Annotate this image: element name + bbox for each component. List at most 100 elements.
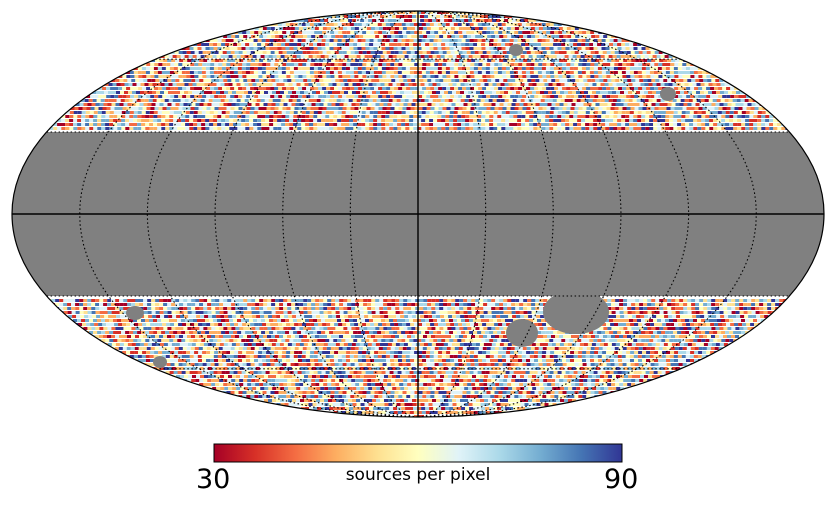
pixel: [291, 103, 298, 106]
pixel: [325, 43, 330, 46]
pixel: [496, 83, 501, 86]
pixel: [609, 47, 614, 50]
pixel: [481, 43, 488, 46]
pixel: [368, 83, 373, 86]
pixel: [286, 31, 293, 34]
pixel: [159, 59, 166, 62]
pixel: [725, 111, 730, 114]
pixel: [542, 87, 547, 90]
pixel: [701, 115, 708, 118]
pixel: [528, 19, 533, 22]
pixel: [357, 47, 364, 50]
pixel: [473, 23, 478, 26]
pixel: [292, 315, 297, 318]
pixel: [545, 119, 550, 122]
pixel: [532, 19, 537, 22]
pixel: [593, 71, 600, 74]
pixel: [269, 67, 276, 70]
pixel: [546, 87, 551, 90]
pixel: [392, 15, 396, 18]
pixel: [143, 311, 148, 314]
pixel: [433, 11, 440, 14]
pixel: [438, 27, 443, 30]
pixel: [244, 83, 249, 86]
pixel: [591, 35, 596, 38]
pixel: [371, 35, 376, 38]
pixel: [343, 59, 350, 62]
pixel: [655, 59, 660, 62]
pixel: [541, 47, 548, 50]
pixel: [676, 99, 681, 102]
pixel: [167, 311, 172, 314]
pixel: [470, 51, 475, 54]
pixel: [233, 43, 238, 46]
pixel: [125, 127, 132, 130]
pixel: [719, 307, 726, 310]
pixel: [289, 111, 296, 114]
pixel: [695, 103, 702, 106]
pixel: [197, 127, 204, 130]
pixel: [185, 119, 192, 122]
pixel: [321, 47, 326, 50]
pixel: [289, 43, 296, 46]
pixel: [726, 107, 731, 110]
pixel: [198, 95, 205, 98]
pixel: [611, 299, 618, 302]
pixel: [561, 123, 566, 126]
pixel: [663, 103, 668, 106]
pixel: [489, 67, 496, 70]
pixel: [684, 99, 689, 102]
pixel: [393, 11, 398, 14]
pixel: [315, 79, 320, 82]
pixel: [97, 119, 104, 122]
pixel: [204, 83, 209, 86]
pixel: [479, 307, 486, 310]
pixel: [679, 59, 684, 62]
pixel: [505, 127, 510, 130]
pixel: [695, 307, 700, 310]
pixel: [283, 35, 288, 38]
pixel: [320, 55, 327, 58]
pixel: [298, 95, 303, 98]
pixel: [452, 83, 459, 86]
pixel: [434, 51, 441, 54]
pixel: [549, 127, 554, 130]
pixel: [632, 315, 637, 318]
pixel: [319, 307, 324, 310]
pixel: [637, 127, 644, 130]
pixel: [268, 55, 275, 58]
pixel: [330, 95, 337, 98]
pixel: [446, 31, 451, 34]
pixel: [292, 83, 299, 86]
pixel: [195, 103, 202, 106]
pixel: [730, 95, 735, 98]
pixel: [485, 47, 490, 50]
pixel: [636, 55, 641, 58]
pixel: [301, 39, 308, 42]
pixel: [369, 67, 376, 70]
pixel: [105, 123, 110, 126]
pixel: [535, 103, 540, 106]
pixel: [383, 303, 388, 306]
pixel: [423, 307, 428, 310]
pixel: [193, 67, 200, 70]
pixel: [524, 19, 529, 22]
pixel: [363, 299, 368, 302]
pixel: [451, 59, 456, 62]
pixel: [517, 43, 522, 46]
pixel: [761, 127, 768, 130]
pixel: [683, 299, 690, 302]
pixel: [178, 107, 183, 110]
pixel: [779, 307, 784, 310]
pixel: [227, 35, 234, 38]
pixel: [279, 303, 284, 306]
pixel: [303, 79, 308, 82]
pixel: [522, 27, 529, 30]
pixel: [655, 103, 660, 106]
pixel: [213, 39, 218, 42]
pixel: [700, 83, 707, 86]
pixel: [484, 91, 488, 94]
pixel: [477, 23, 484, 26]
pixel: [146, 87, 151, 90]
pixel: [418, 63, 425, 66]
